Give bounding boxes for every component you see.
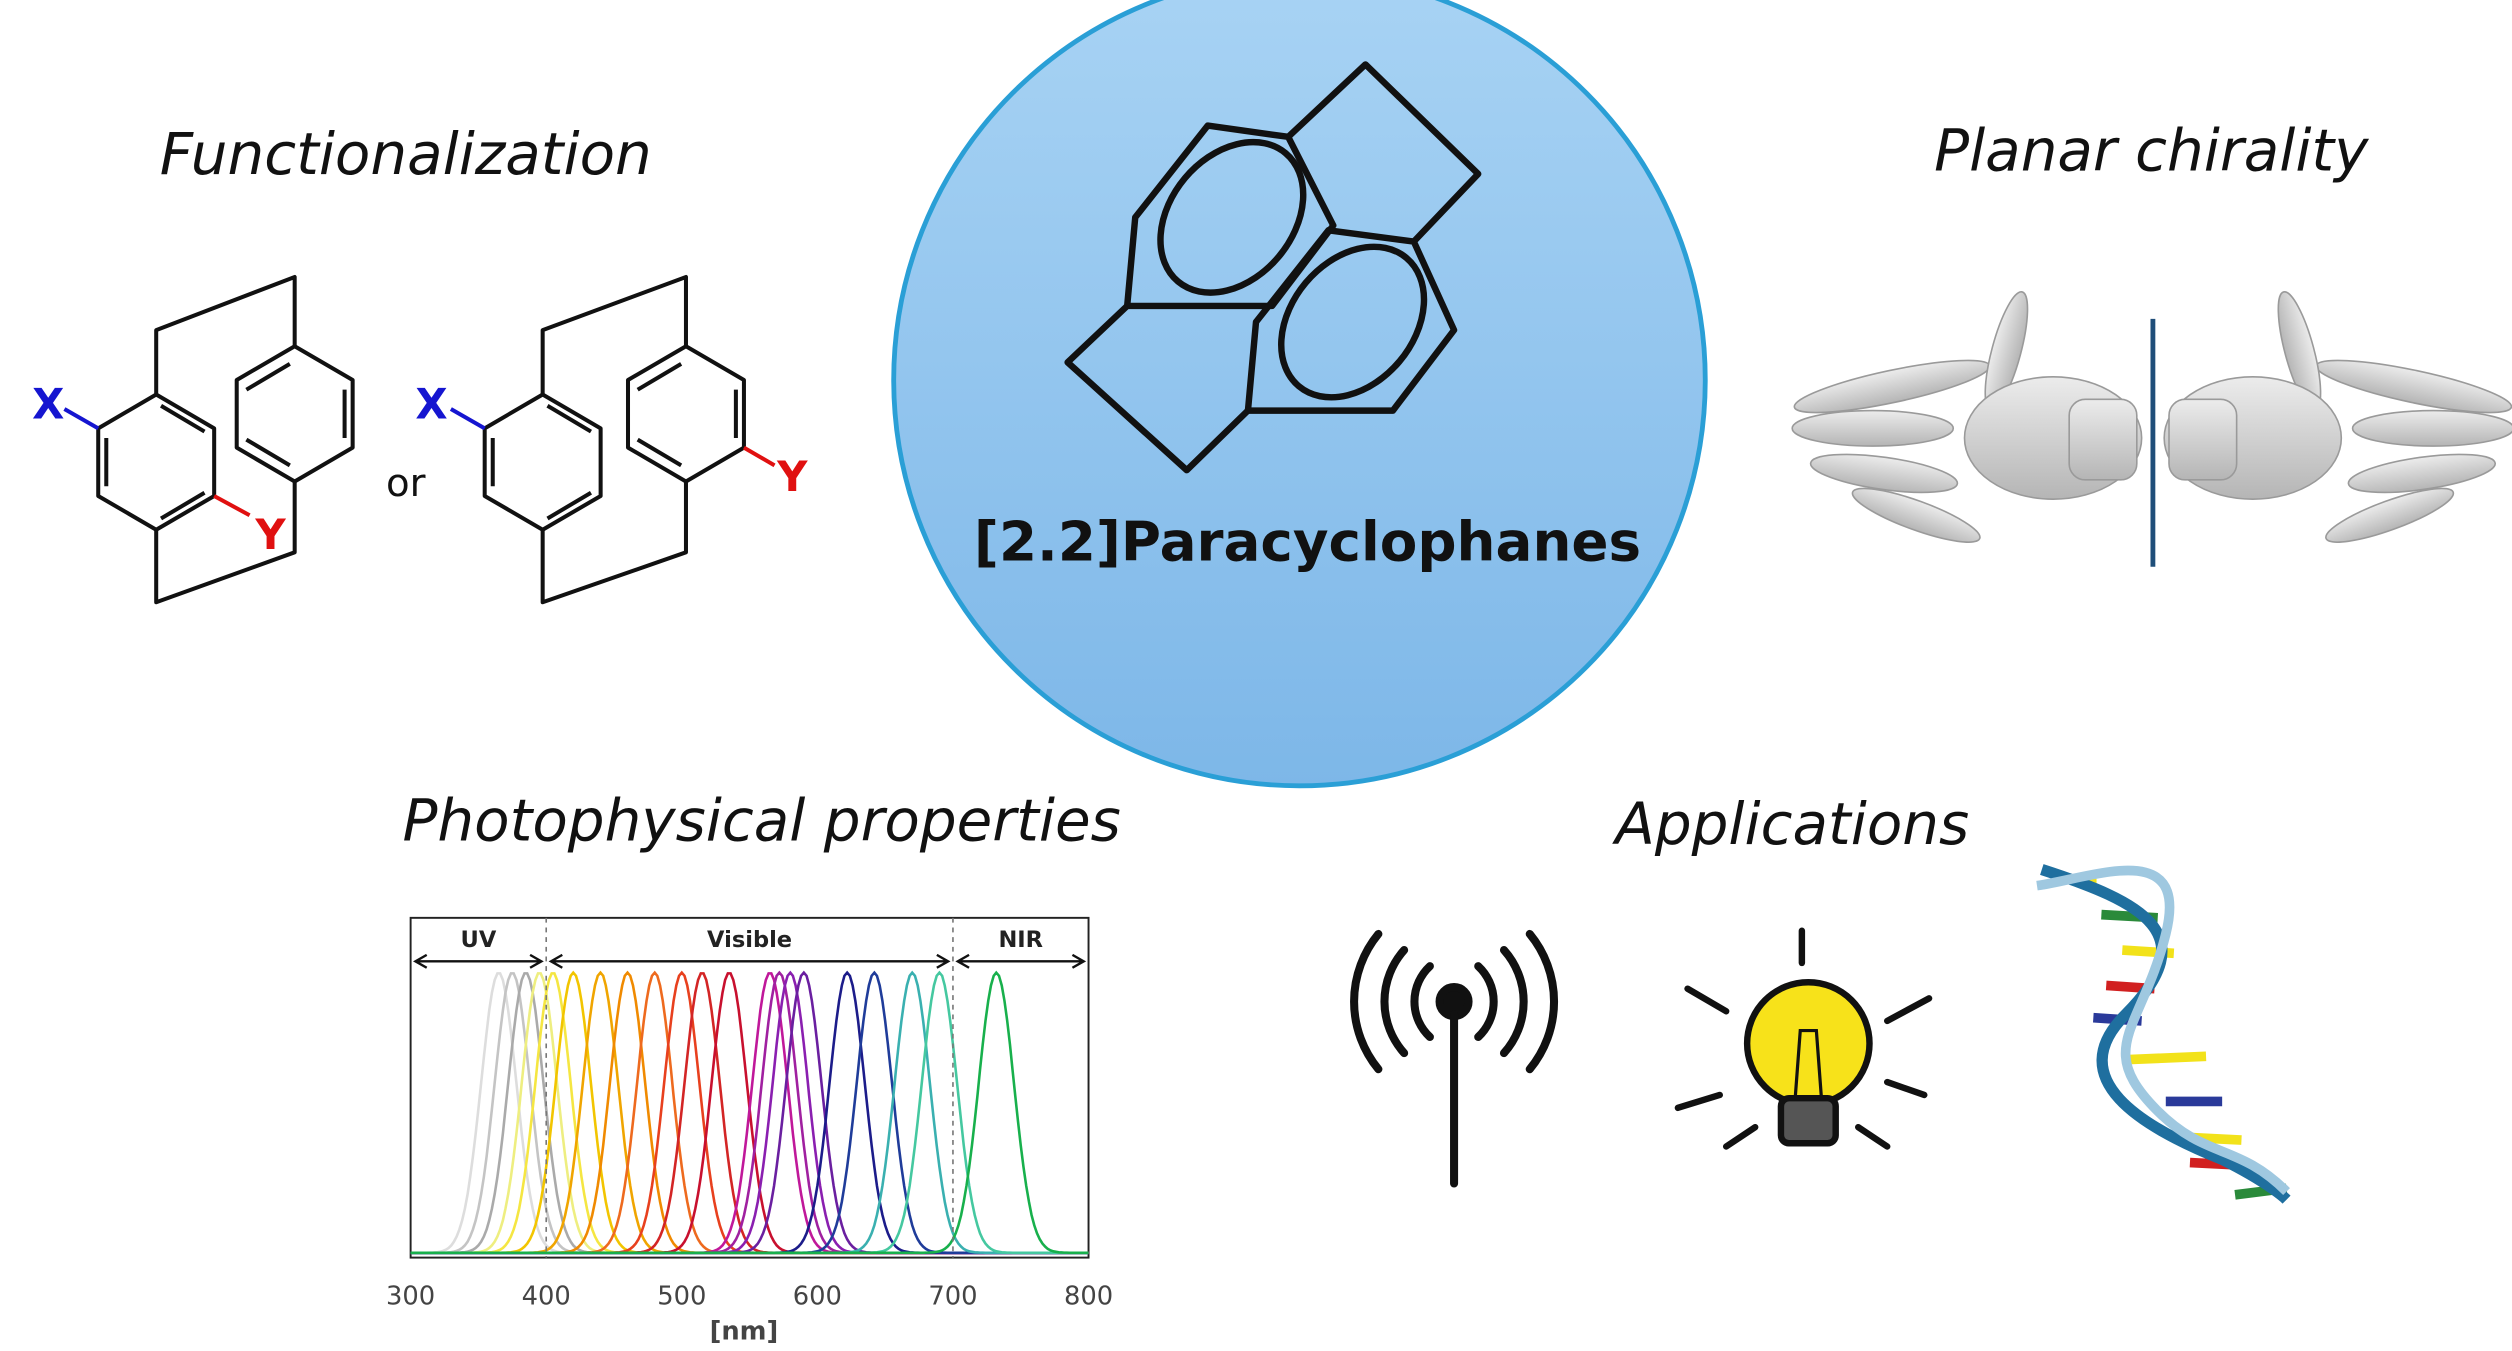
hand: [2163, 287, 2512, 553]
bulb-icon: [1674, 927, 1933, 1150]
x-tick-label: 300: [386, 1281, 435, 1311]
center-circle: [891, 0, 1708, 789]
center-label: [2.2]Paracyclophanes: [974, 509, 1641, 573]
region-arrow: [413, 953, 544, 969]
title: Photophysical properties: [402, 787, 1120, 855]
title: Functionalization: [160, 120, 652, 188]
molecule: [449, 274, 776, 605]
region-label: UV: [461, 927, 497, 953]
title: Planar chirality: [1934, 117, 2369, 185]
spectrum-curve: [410, 970, 1089, 1255]
hand: [1791, 291, 2143, 543]
antenna-icon: [1350, 929, 1559, 1188]
center-molecule: [1064, 61, 1482, 474]
title: Applications: [1611, 790, 1969, 858]
region-label: Visible: [707, 927, 792, 953]
x-tick-label: 700: [928, 1281, 977, 1311]
substituent-y: Y: [776, 452, 808, 501]
x-axis-label: [nm]: [710, 1317, 779, 1347]
dna-icon: [2036, 864, 2291, 1204]
plot-frame: [409, 916, 1090, 1259]
x-tick-label: 800: [1064, 1281, 1113, 1311]
molecule: [63, 274, 355, 605]
region-arrow: [955, 953, 1087, 969]
x-tick-label: 500: [657, 1281, 706, 1311]
substituent-x: X: [32, 380, 64, 429]
substituent-y: Y: [254, 510, 286, 559]
spectrum-chart: 300 400 500 600 700 800 UV Visible NIR: [386, 916, 1113, 1311]
substituent-x: X: [415, 380, 447, 429]
region-label: NIR: [998, 927, 1043, 953]
x-tick-label: 400: [522, 1281, 571, 1311]
x-tick-label: 600: [793, 1281, 842, 1311]
region-arrow: [548, 953, 951, 969]
or-text: or: [386, 461, 426, 506]
